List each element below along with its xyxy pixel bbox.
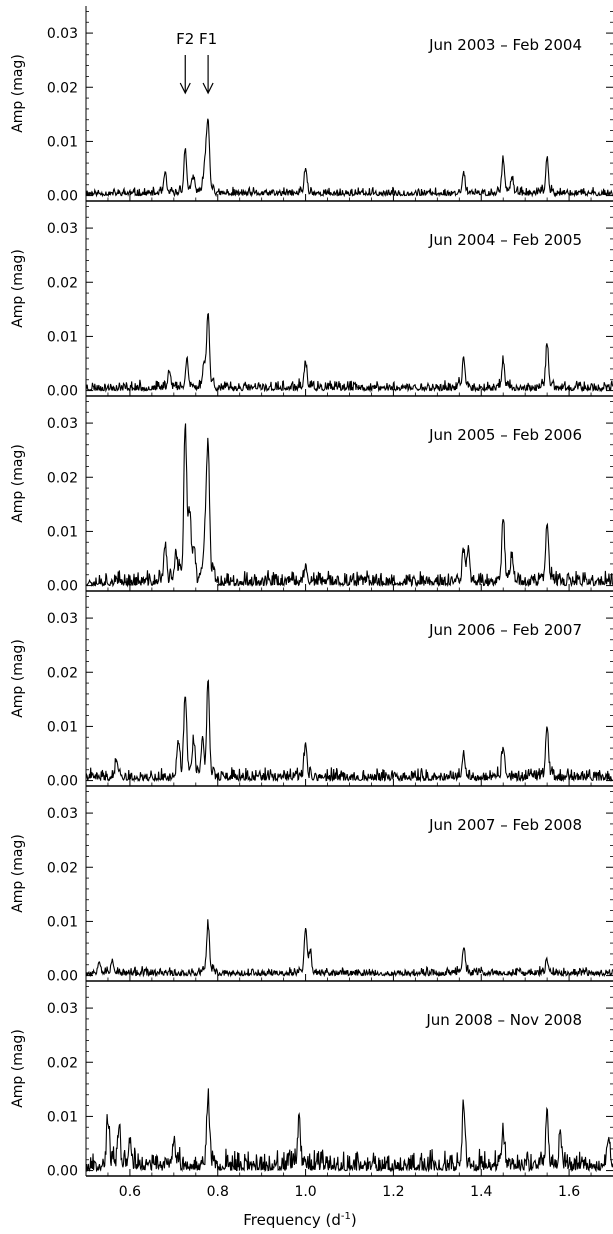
panel-2: 0.00 0.01 0.02 0.03 Amp (mag) Jun 2004 – Feb … xyxy=(10,201,613,400)
panel-title: Jun 2004 – Feb 2005 xyxy=(428,231,582,249)
x-tick-label: 0.8 xyxy=(207,1184,229,1200)
panel-6: 0.00 0.01 0.02 0.03 0.6 0.8 1.0 1.2 1.4 1.6 Amp (m… xyxy=(10,981,613,1200)
panel-5: 0.00 0.01 0.02 0.03 Amp (mag) Jun 2007 – Feb … xyxy=(10,786,613,985)
y-axis-label: Amp (mag) xyxy=(10,54,26,133)
y-tick-label: 0.01 xyxy=(47,134,78,150)
x-tick-label: 1.4 xyxy=(470,1184,492,1200)
annotations-group: F2 F1 xyxy=(176,30,217,95)
y-tick-label: 0.01 xyxy=(47,719,78,735)
peak-arrow-head xyxy=(179,82,191,95)
peak-label-f1: F1 xyxy=(199,30,217,48)
y-tick-label: 0.00 xyxy=(47,1164,78,1180)
panel-title: Jun 2008 – Nov 2008 xyxy=(425,1011,582,1029)
panels-group: 0.00 0.01 0.02 0.03 Amp (mag) Jun 2003 – Feb … xyxy=(10,6,613,1200)
y-axis-label: Amp (mag) xyxy=(10,444,26,523)
peak-label-f2: F2 xyxy=(176,30,194,48)
y-axis-label: Amp (mag) xyxy=(10,1029,26,1108)
peak-arrow-head xyxy=(202,82,214,95)
amplitude-spectrum-line xyxy=(85,312,613,393)
y-tick-label: 0.02 xyxy=(47,470,78,486)
panel-title: Jun 2005 – Feb 2006 xyxy=(428,426,582,444)
panel-title: Jun 2006 – Feb 2007 xyxy=(428,621,582,639)
x-axis-label-close: ) xyxy=(351,1211,357,1229)
panel-title: Jun 2007 – Feb 2008 xyxy=(428,816,582,834)
panel-title: Jun 2003 – Feb 2004 xyxy=(428,36,582,54)
y-tick-label: 0.02 xyxy=(47,275,78,291)
panel-3: 0.00 0.01 0.02 0.03 Amp (mag) Jun 2005 – Feb … xyxy=(10,396,613,595)
x-axis-label-text: Frequency (d xyxy=(243,1211,341,1229)
y-tick-label: 0.03 xyxy=(47,416,78,432)
x-axis-label-superscript: -1 xyxy=(341,1211,351,1222)
y-tick-label: 0.02 xyxy=(47,1055,78,1071)
x-tick-label: 1.6 xyxy=(558,1184,580,1200)
amplitude-spectrum-line xyxy=(85,423,613,588)
x-tick-label: 1.2 xyxy=(382,1184,404,1200)
y-tick-label: 0.01 xyxy=(47,524,78,540)
y-tick-label: 0.03 xyxy=(47,611,78,627)
y-tick-label: 0.00 xyxy=(47,579,78,595)
y-tick-label: 0.03 xyxy=(47,221,78,237)
x-tick-label: 1.0 xyxy=(294,1184,316,1200)
x-axis-label: Frequency (d-1) xyxy=(243,1211,356,1229)
y-tick-label: 0.02 xyxy=(47,665,78,681)
x-tick-label: 0.6 xyxy=(119,1184,141,1200)
y-axis-label: Amp (mag) xyxy=(10,834,26,913)
y-tick-label: 0.00 xyxy=(47,969,78,985)
panel-1: 0.00 0.01 0.02 0.03 Amp (mag) Jun 2003 – Feb … xyxy=(10,6,613,205)
amplitude-spectrum-line xyxy=(85,919,613,978)
y-tick-label: 0.03 xyxy=(47,806,78,822)
y-tick-label: 0.00 xyxy=(47,189,78,205)
y-tick-label: 0.01 xyxy=(47,1109,78,1125)
amplitude-spectrum-line xyxy=(85,1088,613,1173)
y-tick-label: 0.01 xyxy=(47,329,78,345)
y-tick-label: 0.03 xyxy=(47,1001,78,1017)
y-axis-label: Amp (mag) xyxy=(10,249,26,328)
y-tick-label: 0.02 xyxy=(47,80,78,96)
y-tick-label: 0.03 xyxy=(47,26,78,42)
y-tick-label: 0.02 xyxy=(47,860,78,876)
amplitude-spectrum-line xyxy=(85,118,613,198)
y-tick-label: 0.00 xyxy=(47,384,78,400)
y-tick-label: 0.00 xyxy=(47,774,78,790)
y-axis-label: Amp (mag) xyxy=(10,639,26,718)
y-tick-label: 0.01 xyxy=(47,914,78,930)
amplitude-spectrum-line xyxy=(85,679,613,783)
panel-4: 0.00 0.01 0.02 0.03 Amp (mag) Jun 2006 – Feb … xyxy=(10,591,613,790)
